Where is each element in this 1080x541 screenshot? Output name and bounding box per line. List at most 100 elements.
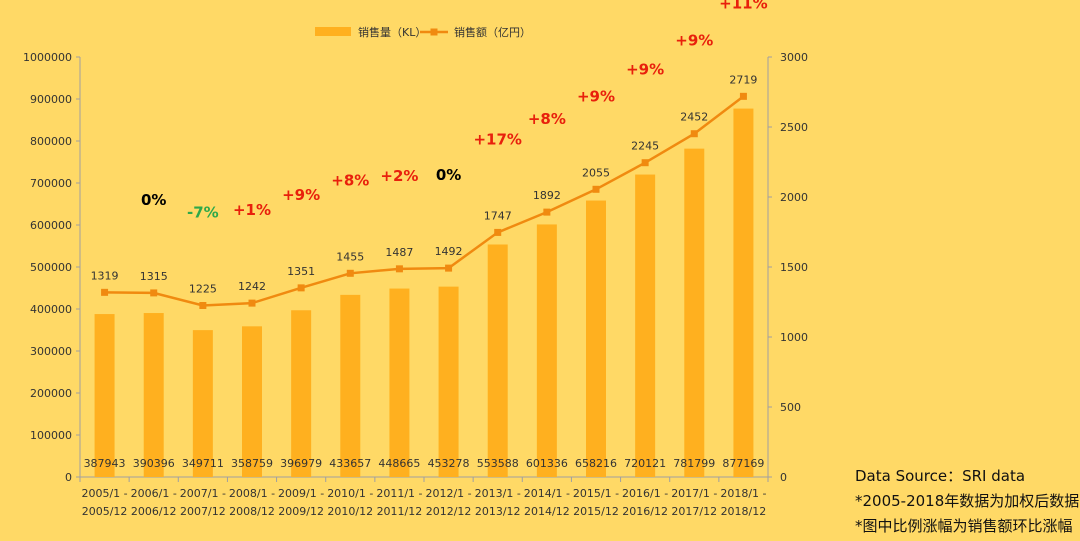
- x-tick-label-line2: 2011/12: [377, 505, 423, 518]
- bar-value-label: 433657: [329, 457, 371, 470]
- right-tick-label: 2500: [780, 121, 808, 134]
- bar-value-label: 349711: [182, 457, 224, 470]
- left-tick-label: 400000: [30, 303, 72, 316]
- x-tick-label-line2: 2009/12: [278, 505, 324, 518]
- left-tick-label: 0: [65, 471, 72, 484]
- right-tick-label: 2000: [780, 191, 808, 204]
- growth-label: +9%: [282, 186, 320, 204]
- line-point: [248, 299, 256, 307]
- growth-label: 0%: [436, 166, 461, 184]
- legend-marker-amount: [430, 28, 438, 36]
- bar-value-label: 601336: [526, 457, 568, 470]
- bar-value-label: 453278: [428, 457, 470, 470]
- line-point: [199, 302, 207, 309]
- weighting-note: *2005-2018年数据为加权后数据: [855, 492, 1080, 510]
- growth-label: +9%: [626, 61, 664, 79]
- x-tick-label-line1: 2009/1 -: [278, 487, 324, 500]
- left-tick-label: 500000: [30, 261, 72, 274]
- line-value-label: 2719: [729, 73, 757, 86]
- bar: [291, 310, 312, 477]
- bar: [487, 244, 508, 477]
- line-value-label: 1892: [533, 189, 561, 202]
- x-tick-label-line2: 2015/12: [573, 505, 619, 518]
- line-value-label: 1747: [484, 209, 512, 222]
- bar: [438, 286, 459, 477]
- sales-amount-line: [104, 95, 745, 307]
- legend-label-volume: 销售量（KL）: [358, 25, 426, 39]
- legend-swatch-volume: [315, 27, 351, 36]
- left-tick-label: 1000000: [23, 51, 72, 64]
- line-value-label: 1455: [336, 250, 364, 263]
- bar: [340, 294, 361, 477]
- line-value-label: 2452: [680, 111, 708, 124]
- x-tick-label-line1: 2014/1 -: [524, 487, 570, 500]
- growth-label: +9%: [675, 32, 713, 50]
- growth-label: +9%: [577, 87, 615, 105]
- bar-value-label: 387943: [84, 457, 126, 470]
- x-tick-label-line2: 2012/12: [426, 505, 472, 518]
- line-point: [543, 208, 551, 216]
- line-point: [346, 269, 354, 277]
- bar: [389, 288, 410, 477]
- x-tick-label-line1: 2015/1 -: [573, 487, 619, 500]
- x-tick-label-line1: 2018/1 -: [720, 487, 766, 500]
- line-value-label: 1351: [287, 265, 315, 278]
- line-value-label: 2055: [582, 166, 610, 179]
- growth-label: +8%: [331, 171, 369, 189]
- line-point: [641, 159, 649, 167]
- bar-value-label: 658216: [575, 457, 617, 470]
- line-point: [592, 185, 600, 193]
- data-source-note: Data Source：SRI data: [855, 467, 1026, 485]
- x-tick-label-line1: 2007/1 -: [180, 487, 226, 500]
- x-tick-label-line2: 2006/12: [131, 505, 177, 518]
- growth-label: +11%: [719, 0, 767, 12]
- right-tick-label: 1500: [780, 261, 808, 274]
- left-tick-label: 900000: [30, 93, 72, 106]
- line-point: [690, 130, 698, 138]
- left-tick-label: 600000: [30, 219, 72, 232]
- line-value-label: 1242: [238, 280, 266, 293]
- notes: Data Source：SRI data *2005-2018年数据为加权后数据…: [855, 464, 1079, 539]
- x-tick-label-line1: 2017/1 -: [671, 487, 717, 500]
- x-tick-label-line2: 2017/12: [671, 505, 717, 518]
- x-tick-label-line1: 2012/1 -: [425, 487, 471, 500]
- bar-value-label: 358759: [231, 457, 273, 470]
- x-tick-label-line2: 2016/12: [622, 505, 668, 518]
- left-tick-label: 700000: [30, 177, 72, 190]
- bar-value-label: 720121: [624, 457, 666, 470]
- x-tick-label-line2: 2014/12: [524, 505, 570, 518]
- left-tick-label: 300000: [30, 345, 72, 358]
- x-tick-label-line1: 2011/1 -: [376, 487, 422, 500]
- x-tick-label-line1: 2006/1 -: [131, 487, 177, 500]
- legend-label-amount: 销售额（亿円）: [454, 25, 531, 39]
- line-point: [739, 92, 747, 100]
- bar: [733, 108, 754, 477]
- line-point: [445, 264, 453, 272]
- growth-label: -7%: [187, 204, 219, 222]
- growth-label: +17%: [473, 130, 521, 148]
- line-point: [494, 228, 502, 236]
- bar: [536, 224, 557, 477]
- bar-value-label: 390396: [133, 457, 175, 470]
- line-value-label: 1315: [140, 270, 168, 283]
- growth-label: +8%: [528, 110, 566, 128]
- bar-value-label: 448665: [378, 457, 420, 470]
- line-point: [150, 289, 158, 297]
- x-tick-label-line2: 2007/12: [180, 505, 226, 518]
- bar: [143, 313, 164, 477]
- line-point: [101, 288, 109, 296]
- bar: [94, 314, 115, 477]
- line-point: [395, 265, 403, 273]
- right-tick-label: 500: [780, 401, 801, 414]
- bar-value-label: 396979: [280, 457, 322, 470]
- x-tick-label-line2: 2018/12: [721, 505, 767, 518]
- bar: [192, 330, 213, 477]
- x-tick-label-line1: 2013/1 -: [475, 487, 521, 500]
- x-tick-label-line2: 2005/12: [82, 505, 128, 518]
- bar: [635, 174, 656, 477]
- x-tick-label-line2: 2013/12: [475, 505, 521, 518]
- bar: [586, 200, 606, 477]
- line-value-label: 1225: [189, 283, 217, 296]
- left-tick-label: 200000: [30, 387, 72, 400]
